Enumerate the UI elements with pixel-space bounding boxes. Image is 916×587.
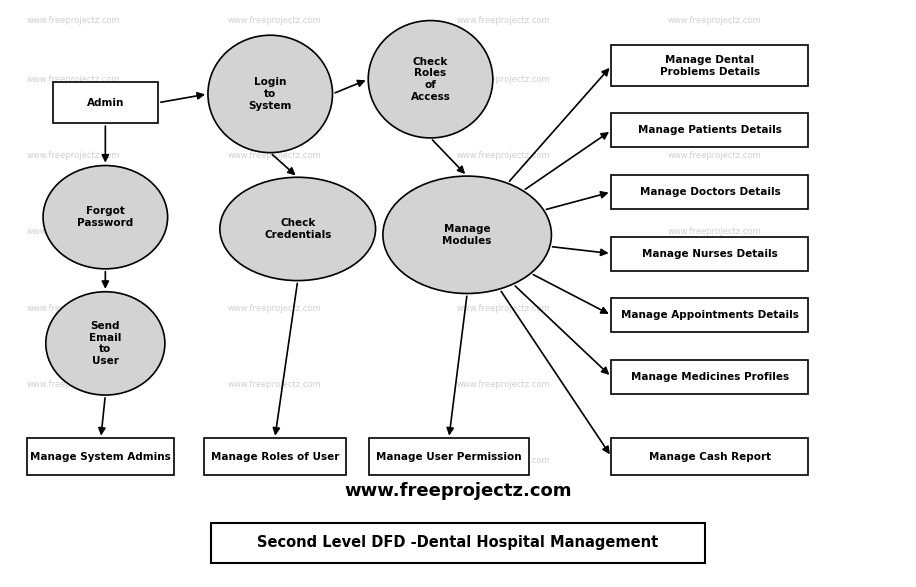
Text: www.freeprojectz.com: www.freeprojectz.com — [668, 151, 761, 160]
Text: Manage System Admins: Manage System Admins — [30, 451, 171, 462]
Text: www.freeprojectz.com: www.freeprojectz.com — [228, 380, 322, 389]
Text: www.freeprojectz.com: www.freeprojectz.com — [668, 303, 761, 313]
Text: Check
Roles
of
Access: Check Roles of Access — [410, 57, 451, 102]
Text: www.freeprojectz.com: www.freeprojectz.com — [668, 456, 761, 465]
Text: www.freeprojectz.com: www.freeprojectz.com — [668, 75, 761, 84]
Ellipse shape — [368, 21, 493, 138]
Text: www.freeprojectz.com: www.freeprojectz.com — [457, 456, 551, 465]
FancyBboxPatch shape — [611, 175, 808, 209]
Text: www.freeprojectz.com: www.freeprojectz.com — [27, 380, 120, 389]
Text: www.freeprojectz.com: www.freeprojectz.com — [27, 16, 120, 25]
Text: www.freeprojectz.com: www.freeprojectz.com — [228, 151, 322, 160]
Text: www.freeprojectz.com: www.freeprojectz.com — [27, 456, 120, 465]
Text: Login
to
System: Login to System — [248, 77, 292, 110]
Text: www.freeprojectz.com: www.freeprojectz.com — [228, 75, 322, 84]
Text: www.freeprojectz.com: www.freeprojectz.com — [27, 227, 120, 237]
Text: Admin: Admin — [87, 97, 124, 108]
Ellipse shape — [46, 292, 165, 395]
Text: www.freeprojectz.com: www.freeprojectz.com — [668, 227, 761, 237]
Ellipse shape — [208, 35, 333, 153]
Text: www.freeprojectz.com: www.freeprojectz.com — [457, 303, 551, 313]
Text: www.freeprojectz.com: www.freeprojectz.com — [228, 227, 322, 237]
Text: www.freeprojectz.com: www.freeprojectz.com — [457, 227, 551, 237]
Text: www.freeprojectz.com: www.freeprojectz.com — [457, 16, 551, 25]
Text: www.freeprojectz.com: www.freeprojectz.com — [27, 303, 120, 313]
Text: Manage Medicines Profiles: Manage Medicines Profiles — [631, 372, 789, 382]
FancyBboxPatch shape — [611, 298, 808, 332]
FancyBboxPatch shape — [611, 113, 808, 147]
FancyBboxPatch shape — [211, 523, 705, 563]
Text: Second Level DFD -Dental Hospital Management: Second Level DFD -Dental Hospital Manage… — [257, 535, 659, 551]
Text: www.freeprojectz.com: www.freeprojectz.com — [457, 380, 551, 389]
Text: Manage Patients Details: Manage Patients Details — [638, 125, 782, 136]
FancyBboxPatch shape — [611, 360, 808, 394]
Ellipse shape — [383, 176, 551, 294]
Text: Send
Email
to
User: Send Email to User — [89, 321, 122, 366]
Ellipse shape — [43, 166, 168, 269]
FancyBboxPatch shape — [203, 438, 345, 475]
Text: www.freeprojectz.com: www.freeprojectz.com — [344, 483, 572, 500]
Text: Manage
Modules: Manage Modules — [442, 224, 492, 245]
Text: www.freeprojectz.com: www.freeprojectz.com — [27, 151, 120, 160]
Text: Manage Roles of User: Manage Roles of User — [211, 451, 339, 462]
FancyBboxPatch shape — [611, 45, 808, 86]
Text: Manage Appointments Details: Manage Appointments Details — [621, 310, 799, 321]
FancyBboxPatch shape — [368, 438, 529, 475]
Text: Manage User Permission: Manage User Permission — [376, 451, 521, 462]
Text: Forgot
Password: Forgot Password — [77, 207, 134, 228]
FancyBboxPatch shape — [27, 438, 174, 475]
Text: www.freeprojectz.com: www.freeprojectz.com — [27, 75, 120, 84]
Text: www.freeprojectz.com: www.freeprojectz.com — [228, 456, 322, 465]
Text: www.freeprojectz.com: www.freeprojectz.com — [457, 151, 551, 160]
Text: Manage Nurses Details: Manage Nurses Details — [642, 248, 778, 259]
Ellipse shape — [220, 177, 376, 281]
Text: www.freeprojectz.com: www.freeprojectz.com — [228, 303, 322, 313]
FancyBboxPatch shape — [611, 438, 808, 475]
FancyBboxPatch shape — [611, 237, 808, 271]
Text: Manage Doctors Details: Manage Doctors Details — [639, 187, 780, 197]
Text: Check
Credentials: Check Credentials — [264, 218, 332, 239]
Text: www.freeprojectz.com: www.freeprojectz.com — [457, 75, 551, 84]
FancyBboxPatch shape — [52, 82, 158, 123]
Text: www.freeprojectz.com: www.freeprojectz.com — [668, 16, 761, 25]
Text: www.freeprojectz.com: www.freeprojectz.com — [668, 380, 761, 389]
Text: Manage Dental
Problems Details: Manage Dental Problems Details — [660, 55, 760, 76]
Text: Manage Cash Report: Manage Cash Report — [649, 451, 771, 462]
Text: www.freeprojectz.com: www.freeprojectz.com — [228, 16, 322, 25]
